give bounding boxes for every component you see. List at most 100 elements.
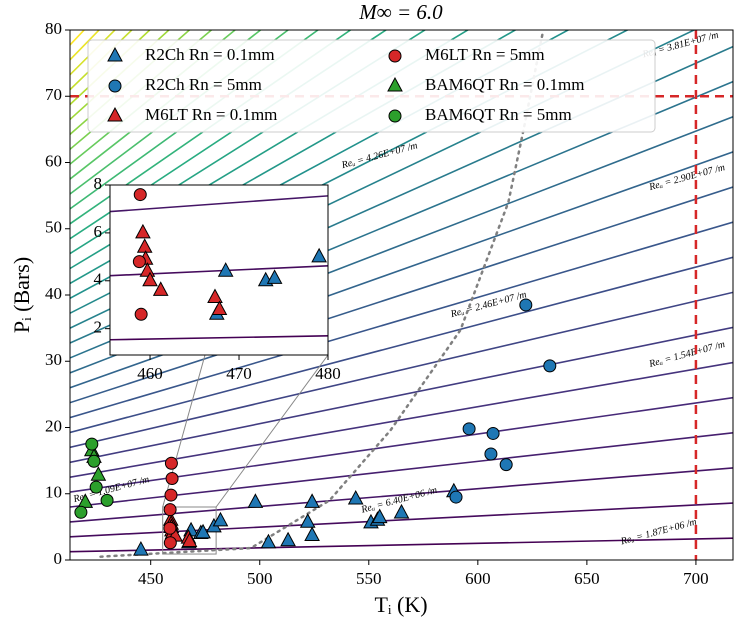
data-point bbox=[163, 521, 177, 535]
data-point bbox=[304, 493, 320, 508]
y-tick-label: 50 bbox=[45, 218, 62, 237]
data-point bbox=[347, 489, 364, 505]
y-tick-label: 70 bbox=[45, 85, 62, 104]
data-point bbox=[85, 437, 99, 451]
data-point bbox=[100, 493, 114, 507]
inset-y-tick-label: 6 bbox=[94, 222, 103, 241]
data-point bbox=[217, 262, 234, 277]
x-axis-label: Tᵢ (K) bbox=[374, 592, 427, 617]
legend-marker bbox=[108, 79, 122, 93]
data-point bbox=[163, 503, 177, 517]
data-point bbox=[260, 533, 277, 549]
contour-line bbox=[70, 467, 733, 523]
legend-label: M6LT Rn = 5mm bbox=[425, 45, 545, 64]
contour-line bbox=[70, 396, 733, 493]
data-point bbox=[519, 298, 533, 312]
legend-marker bbox=[388, 109, 402, 123]
contour-line bbox=[70, 30, 191, 135]
legend-marker bbox=[107, 106, 123, 122]
data-point bbox=[371, 508, 388, 524]
data-point bbox=[89, 480, 103, 494]
contour-line bbox=[70, 537, 733, 553]
x-tick-label: 700 bbox=[683, 569, 709, 588]
data-point bbox=[133, 188, 147, 202]
inset-y-tick-label: 2 bbox=[94, 318, 103, 337]
data-point bbox=[134, 307, 148, 321]
data-point bbox=[90, 466, 107, 481]
data-point bbox=[304, 526, 320, 541]
chart-title: M∞ = 6.0 bbox=[358, 0, 443, 24]
legend-marker bbox=[387, 76, 403, 92]
data-point bbox=[195, 523, 211, 539]
contour-line bbox=[70, 326, 733, 464]
y-tick-label: 80 bbox=[45, 19, 62, 38]
data-point bbox=[207, 288, 223, 304]
data-point bbox=[139, 262, 156, 277]
contour-line bbox=[70, 30, 352, 225]
contour-line bbox=[70, 361, 733, 478]
legend-label: BAM6QT Rn = 5mm bbox=[425, 105, 572, 124]
data-point bbox=[135, 223, 151, 239]
y-tick-label: 40 bbox=[45, 284, 62, 303]
data-point bbox=[266, 269, 283, 284]
inset-x-tick-label: 480 bbox=[315, 364, 341, 383]
data-point bbox=[163, 536, 177, 550]
data-point bbox=[181, 532, 198, 547]
legend-label: BAM6QT Rn = 0.1mm bbox=[425, 75, 584, 94]
y-tick-label: 0 bbox=[54, 549, 63, 568]
inset-plot-area bbox=[110, 188, 328, 341]
y-axis-label: Pᵢ (Bars) bbox=[9, 257, 34, 333]
data-point bbox=[280, 531, 296, 547]
x-tick-label: 650 bbox=[574, 569, 600, 588]
inset-x-tick-label: 470 bbox=[226, 364, 252, 383]
data-point bbox=[132, 255, 146, 269]
contour-line bbox=[70, 502, 733, 538]
data-point bbox=[165, 472, 179, 486]
data-point bbox=[142, 271, 158, 287]
y-tick-label: 60 bbox=[45, 151, 62, 170]
inset-frame bbox=[109, 184, 329, 356]
legend-marker bbox=[107, 46, 123, 62]
inset-y-tick-label: 4 bbox=[94, 270, 103, 289]
legend-marker bbox=[388, 49, 402, 63]
data-point bbox=[164, 488, 178, 502]
inset-y-tick-label: 8 bbox=[94, 174, 103, 193]
data-point bbox=[462, 422, 476, 436]
data-point bbox=[484, 447, 498, 461]
x-tick-label: 550 bbox=[356, 569, 382, 588]
data-point bbox=[211, 300, 228, 316]
data-point bbox=[311, 247, 327, 263]
inset-contour-line bbox=[110, 195, 328, 213]
data-point bbox=[212, 511, 229, 527]
legend-box bbox=[87, 39, 656, 133]
x-tick-label: 450 bbox=[138, 569, 164, 588]
contour-line bbox=[70, 291, 733, 449]
y-tick-label: 20 bbox=[45, 416, 62, 435]
data-point bbox=[74, 505, 88, 519]
x-tick-label: 500 bbox=[247, 569, 273, 588]
contour-line bbox=[70, 256, 733, 434]
contour-line bbox=[70, 432, 733, 508]
y-tick-label: 10 bbox=[45, 483, 62, 502]
data-point bbox=[486, 426, 500, 440]
legend-label: R2Ch Rn = 5mm bbox=[145, 75, 262, 94]
data-point bbox=[164, 456, 178, 470]
data-point bbox=[449, 490, 463, 504]
overlay: 460 470 480 2 4 6 8 R2Ch Rn = 0.1mm R2Ch Rn = 5m… bbox=[45, 19, 734, 588]
inset-x-tick-label: 460 bbox=[137, 364, 163, 383]
legend-label: R2Ch Rn = 0.1mm bbox=[145, 45, 275, 64]
data-point bbox=[543, 359, 557, 373]
data-point bbox=[133, 541, 149, 556]
data-point bbox=[499, 458, 513, 472]
inset-contour-line bbox=[110, 265, 328, 277]
inset-contour-line bbox=[110, 335, 328, 341]
data-point bbox=[87, 454, 101, 468]
x-tick-label: 600 bbox=[465, 569, 491, 588]
data-point bbox=[299, 513, 316, 528]
data-point bbox=[247, 493, 264, 508]
data-point bbox=[393, 503, 410, 519]
data-point bbox=[152, 281, 169, 296]
y-tick-label: 30 bbox=[45, 350, 62, 369]
